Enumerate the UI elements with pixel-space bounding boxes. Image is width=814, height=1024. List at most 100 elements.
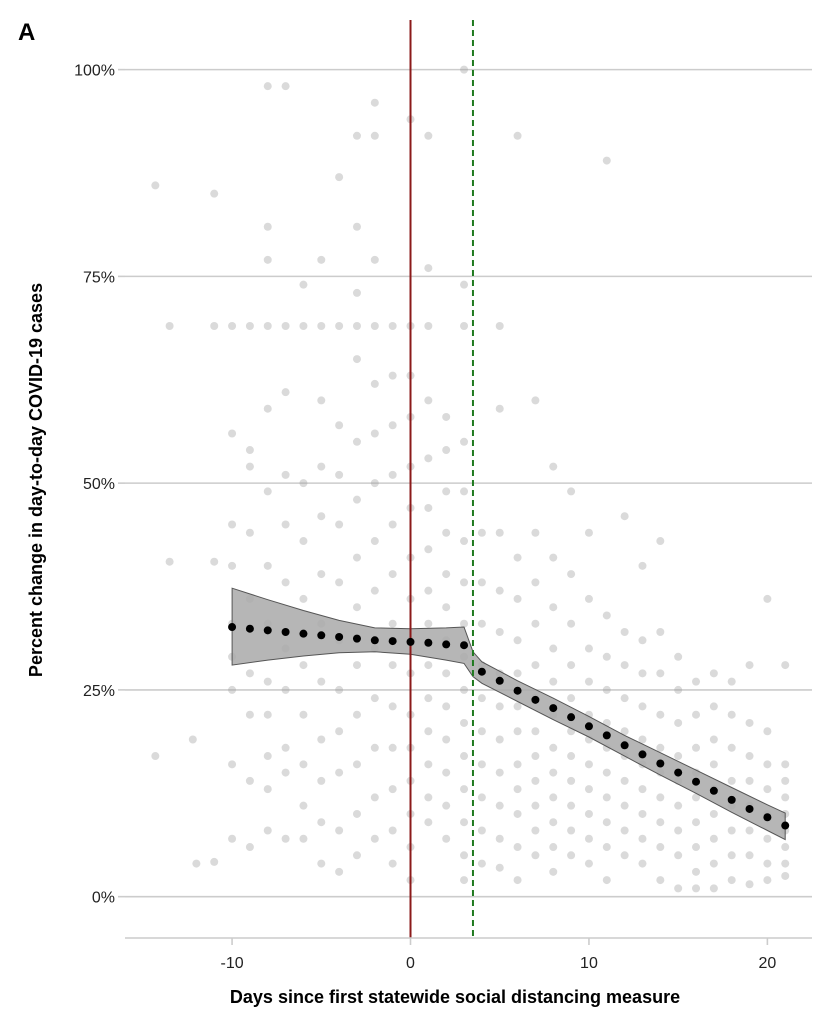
scatter-point: [299, 537, 308, 546]
scatter-point: [460, 280, 469, 289]
scatter-point: [674, 685, 683, 694]
fitted-point: [638, 750, 647, 759]
gridlines: [125, 68, 812, 898]
x-tick-label: -10: [221, 955, 244, 972]
scatter-point: [763, 727, 772, 736]
scatter-point: [263, 785, 272, 794]
scatter-point: [245, 322, 254, 330]
scatter-point: [370, 834, 379, 843]
scatter-point: [370, 586, 379, 595]
scatter-point: [245, 843, 254, 852]
scatter-point: [299, 280, 308, 289]
scatter-point: [549, 843, 558, 852]
x-axis-title: Days since first statewide social distan…: [230, 987, 680, 1007]
fitted-point: [281, 628, 290, 636]
scatter-point: [709, 669, 718, 678]
scatter-point: [388, 702, 397, 711]
scatter-point: [424, 454, 433, 463]
scatter-point: [281, 520, 290, 529]
scatter-point: [281, 322, 290, 330]
scatter-point: [388, 570, 397, 579]
panel-label: A: [18, 19, 35, 46]
scatter-point: [460, 537, 469, 546]
scatter-point: [567, 752, 576, 761]
scatter-point: [317, 776, 326, 785]
scatter-point: [299, 801, 308, 810]
x-tick-label: 0: [406, 955, 415, 972]
scatter-point: [370, 537, 379, 546]
fitted-point: [245, 624, 254, 633]
scatter-point: [727, 776, 736, 785]
scatter-point: [709, 884, 718, 893]
scatter-point: [781, 661, 790, 670]
scatter-point: [263, 752, 272, 761]
scatter-point: [709, 702, 718, 711]
scatter-point: [424, 545, 433, 554]
scatter-point: [317, 818, 326, 827]
fitted-point: [477, 667, 486, 676]
scatter-point: [370, 479, 379, 488]
fitted-point: [370, 636, 379, 645]
scatter-point: [763, 834, 772, 843]
scatter-point: [531, 619, 540, 628]
scatter-point: [442, 834, 451, 843]
scatter-point: [228, 760, 237, 769]
fitted-point: [442, 640, 451, 649]
scatter-point: [370, 694, 379, 703]
scatter-point: [352, 553, 361, 562]
scatter-point: [763, 785, 772, 794]
scatter-point: [477, 859, 486, 868]
scatter-point: [352, 603, 361, 612]
scatter-point: [638, 669, 647, 678]
scatter-point: [245, 446, 254, 455]
scatter-point: [745, 752, 754, 761]
scatter-point: [228, 834, 237, 843]
scatter-point: [460, 876, 469, 885]
scatter-point: [370, 255, 379, 264]
scatter-point: [388, 661, 397, 670]
scatter-point: [460, 818, 469, 827]
scatter-point: [460, 578, 469, 587]
fitted-point: [567, 713, 576, 722]
scatter-point: [263, 826, 272, 835]
scatter-point: [727, 876, 736, 885]
scatter-point: [495, 404, 504, 413]
y-tick-label: 50%: [83, 476, 115, 493]
scatter-point: [210, 189, 219, 198]
scatter-point: [638, 859, 647, 868]
scatter-point: [210, 557, 219, 566]
scatter-point: [674, 884, 683, 893]
scatter-point: [549, 768, 558, 777]
scatter-point: [727, 743, 736, 752]
scatter-point: [299, 834, 308, 843]
confidence-band-layer: [231, 587, 786, 841]
fitted-point: [781, 821, 790, 830]
fitted-point: [513, 686, 522, 695]
scatter-point: [656, 818, 665, 827]
scatter-point: [424, 727, 433, 736]
scatter-point: [335, 867, 344, 876]
scatter-point: [442, 801, 451, 810]
fitted-point: [656, 759, 665, 768]
scatter-point: [567, 776, 576, 785]
scatter-point: [263, 322, 272, 330]
fitted-point: [228, 623, 237, 632]
scatter-point: [745, 880, 754, 889]
scatter-point: [388, 371, 397, 380]
scatter-point: [335, 520, 344, 529]
scatter-point: [335, 421, 344, 430]
scatter-point: [584, 809, 593, 818]
scatter-point: [692, 818, 701, 827]
scatter-point: [245, 710, 254, 719]
scatter-point: [513, 785, 522, 794]
scatter-point: [442, 735, 451, 744]
scatter-point: [638, 785, 647, 794]
x-tick-label: 20: [758, 955, 776, 972]
scatter-point: [388, 743, 397, 752]
fitted-point: [692, 777, 701, 786]
scatter-point: [317, 396, 326, 405]
scatter-point: [352, 437, 361, 446]
scatter-point: [781, 871, 790, 880]
fitted-point: [620, 741, 629, 750]
